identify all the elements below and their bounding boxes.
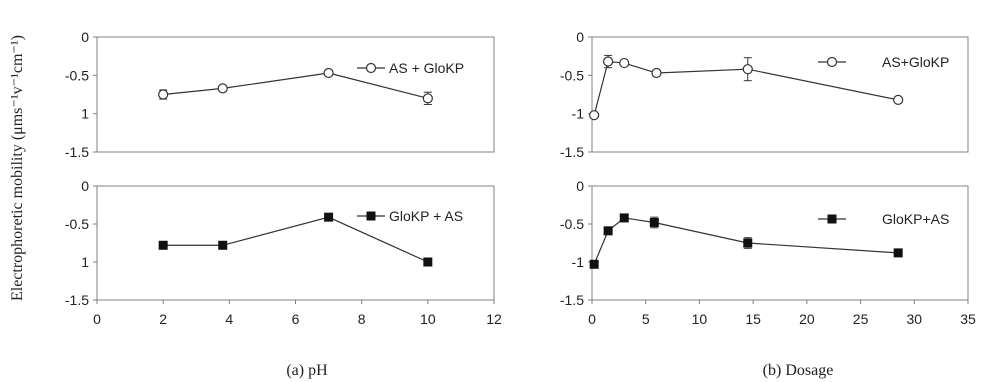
data-point	[217, 83, 228, 94]
x-tick-label: 10	[420, 311, 436, 327]
data-point	[589, 259, 599, 269]
legend: GloKP + AS	[357, 208, 463, 224]
x-tick-label: 35	[960, 311, 976, 327]
series-line	[163, 216, 429, 263]
plot-frame	[591, 185, 969, 301]
data-point	[603, 56, 614, 67]
x-tick-label: 12	[486, 311, 502, 327]
data-point	[423, 257, 433, 267]
legend-label: GloKP+AS	[882, 211, 949, 227]
data-point	[619, 57, 630, 69]
data-point	[324, 212, 334, 222]
y-tick-label: 0	[81, 29, 89, 45]
legend-marker	[827, 214, 837, 224]
x-tick-label: 5	[642, 311, 650, 327]
data-point	[158, 89, 169, 100]
x-tick-label: 15	[745, 311, 761, 327]
y-tick-label: -0.5	[65, 67, 89, 83]
panel-b-top: 0 -0.5 -1 -1.5 AS+GloKP	[560, 29, 969, 160]
plot-frame	[96, 36, 495, 153]
x-tick-label: 10	[692, 311, 708, 327]
y-tick-label: 0	[576, 29, 584, 45]
x-tick-label: 6	[292, 311, 300, 327]
data-point	[603, 226, 613, 236]
plot-frame	[591, 36, 969, 153]
y-tick-label: -1.5	[65, 144, 89, 160]
data-point	[649, 217, 659, 227]
y-tick-label: -1	[572, 254, 585, 270]
data-point	[651, 67, 662, 79]
series-line	[593, 60, 899, 116]
data-point	[158, 240, 168, 250]
x-tick-label: 2	[159, 311, 167, 327]
data-point	[218, 240, 228, 250]
data-point	[323, 67, 334, 79]
y-axis-label: Electrophoretic mobility (μms⁻¹v⁻¹cm⁻¹)	[9, 35, 26, 301]
data-point	[893, 248, 903, 258]
y-tick-label: -1.5	[65, 292, 89, 308]
caption-dosage: (b) Dosage	[763, 362, 834, 379]
data-point	[743, 238, 753, 248]
x-tick-label: 4	[225, 311, 233, 327]
y-tick-label: -1	[572, 106, 585, 122]
legend: AS+GloKP	[818, 54, 949, 70]
legend: AS + GloKP	[357, 60, 464, 76]
x-tick-label: 8	[358, 311, 366, 327]
y-tick-label: -0.5	[65, 216, 89, 232]
y-tick-label: 1	[81, 106, 89, 122]
data-point	[422, 93, 433, 104]
data-point	[619, 213, 629, 223]
series-line	[163, 72, 428, 99]
y-tick-label: -1.5	[560, 292, 584, 308]
legend-marker	[826, 56, 838, 68]
legend-label: AS+GloKP	[882, 54, 949, 70]
legend-marker	[365, 62, 377, 74]
y-tick-label: 0	[81, 178, 89, 194]
y-tick-label: 0	[576, 178, 584, 194]
x-tick-label: 0	[588, 311, 596, 327]
x-tick-label: 0	[93, 311, 101, 327]
panel-a-top: 0 -0.5 1 -1.5 AS + GloKP	[65, 29, 495, 160]
legend-label: AS + GloKP	[389, 60, 464, 76]
x-tick-label: 25	[853, 311, 869, 327]
plot-frame	[96, 185, 495, 301]
data-point	[742, 64, 753, 75]
x-tick-label: 20	[799, 311, 815, 327]
legend-label: GloKP + AS	[389, 208, 463, 224]
series-line	[593, 217, 899, 265]
y-tick-label: 1	[81, 254, 89, 270]
y-tick-label: -0.5	[560, 216, 584, 232]
caption-ph: (a) pH	[286, 362, 328, 379]
data-point	[589, 110, 600, 121]
y-tick-label: -0.5	[560, 67, 584, 83]
legend: GloKP+AS	[818, 211, 949, 227]
x-tick-label: 30	[906, 311, 922, 327]
data-point	[893, 94, 904, 105]
legend-marker	[366, 211, 376, 221]
y-tick-label: -1.5	[560, 144, 584, 160]
